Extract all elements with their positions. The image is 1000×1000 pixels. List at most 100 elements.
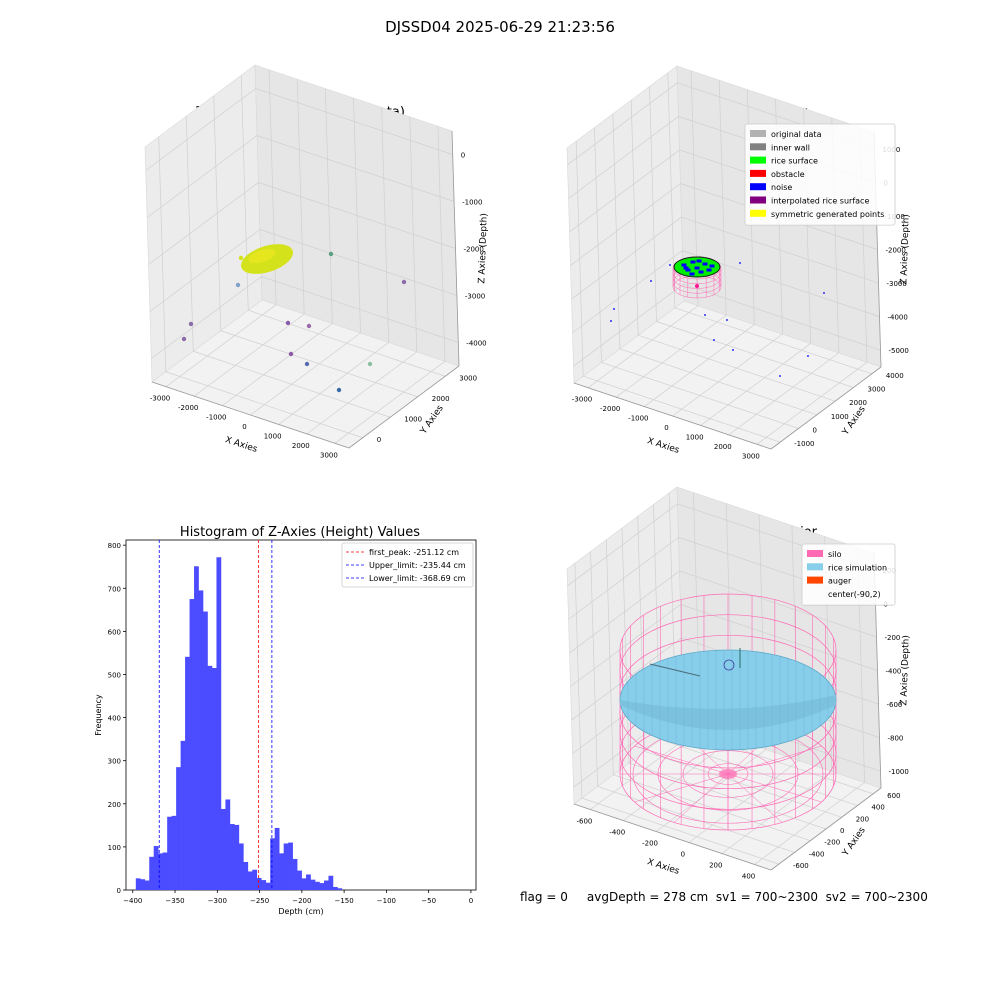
panel1-x-tick-label: -3000 [150, 395, 170, 403]
panel3-bar [140, 879, 146, 890]
panel4-x-tick-label: -400 [609, 829, 625, 837]
panel4-x-tick-label: 0 [681, 851, 685, 859]
panel2-noise-point [694, 266, 700, 270]
panel2-noise-point [706, 268, 712, 272]
panel2-y-tick-label: 3000 [868, 386, 886, 394]
panel4-legend-swatch [807, 563, 823, 571]
panel2-noise-point [689, 272, 695, 276]
panel2-grid-x [644, 324, 755, 407]
panel1-grid-x [250, 332, 361, 416]
panel4-legend-swatch [807, 576, 823, 584]
panel3-bar [256, 877, 262, 890]
panel3-bar [211, 668, 217, 890]
panel1-x-axis-line [151, 381, 350, 449]
panel3-bar [194, 566, 199, 890]
panel3-legend-label: Lower_limit: -368.69 cm [369, 574, 466, 583]
panel4-floor-spoke [634, 773, 729, 803]
panel4-y-tick-label: 0 [840, 827, 844, 835]
panel2-y-tick-label: 2000 [849, 399, 867, 407]
panel3-title: Histogram of Z-Axies (Height) Values [180, 525, 420, 540]
panel2-noise-point [685, 268, 691, 272]
panel3-y-tick-label: 600 [108, 628, 121, 636]
panel3-bar [337, 888, 343, 890]
panel3-bar [171, 815, 177, 890]
panel1-grid-z [151, 276, 262, 359]
panel3-bar [149, 856, 155, 890]
panel2-grid-y [674, 307, 872, 375]
panel1-z-tick-label: -4000 [466, 340, 486, 348]
panel4-z-tick-label: -400 [886, 668, 902, 676]
panel4-legend-label: silo [828, 550, 842, 559]
panel2-x-tick-label: 2000 [714, 443, 732, 451]
panel4-grid-z [567, 503, 678, 587]
panel3-bar [301, 878, 307, 890]
panel1-point [367, 361, 373, 367]
panel4-legend-swatch [807, 550, 823, 557]
panel3-bar [135, 878, 141, 890]
panel3-y-axis-label: Frequency [94, 694, 103, 736]
panel2-noise-point [823, 292, 825, 294]
panel1-point-cluster-core [248, 248, 276, 264]
panel2-noise-point [779, 375, 781, 377]
panel2-x-tick-label: -2000 [600, 405, 620, 413]
panel2-x-tick-label: 3000 [742, 452, 760, 460]
panel2-noise-point [726, 319, 728, 321]
panel2-grid-z [683, 283, 881, 351]
panel2-legend-swatch [750, 209, 766, 217]
panel3-bar [261, 880, 267, 890]
panel2-noise-point [669, 264, 671, 266]
panel3-y-tick-label: 200 [108, 801, 121, 809]
panel4-center-mark [719, 769, 737, 779]
panel4-legend-label: auger [828, 577, 852, 586]
panel4-x-tick-label: 400 [742, 873, 755, 881]
panel2-grid-z [572, 250, 683, 333]
panel2-y-axis-label: Y Axies [840, 404, 868, 437]
panel3-y-tick-label: 400 [108, 715, 121, 723]
panel3-y-tick-label: 500 [108, 671, 121, 679]
panel3-x-tick-label: 0 [469, 897, 473, 905]
panel2-noise-point [696, 259, 702, 263]
panel2-grid-z [570, 183, 681, 266]
panel1-point [285, 320, 291, 326]
panel1-point [304, 361, 310, 367]
panel4-legend [801, 543, 896, 606]
panel1-grid-z [146, 135, 258, 218]
panel3-bar [265, 882, 271, 890]
panel3-bar [207, 665, 213, 890]
panel2-legend-swatch [750, 169, 766, 177]
panel4-y-tick-label: 400 [871, 804, 884, 812]
panel1-point [401, 279, 407, 285]
panel4-floor-spoke [727, 773, 783, 823]
panel1-grid-y [165, 371, 363, 439]
panel4-x-axis-label: X Axies [646, 857, 681, 877]
panel3-bar [247, 871, 253, 890]
panel3-bar [176, 767, 181, 890]
panel2-grid-z [569, 149, 680, 233]
panel1-grid-x [306, 351, 417, 435]
panel2-grid-z [571, 216, 682, 300]
panel2-noise-point [739, 262, 741, 264]
panel2-x-axis-line [573, 382, 772, 450]
panel4-x-tick-label: -200 [642, 840, 658, 848]
panel4-center-marker [723, 659, 735, 671]
panel3-bar [279, 853, 284, 890]
panel1-point [238, 255, 244, 261]
panel4-grid-z [679, 570, 877, 638]
panel2-noise-point [709, 264, 715, 268]
panel1-grid-z [255, 88, 453, 155]
panel4-z-axis-label: Z Axies (Depth) [899, 635, 911, 706]
panel3-x-tick-label: −300 [208, 897, 227, 905]
panel3-bar [315, 881, 320, 890]
panel4-grid-y [581, 797, 779, 865]
panel1-grid-z [149, 229, 261, 312]
panel1-point [306, 323, 312, 329]
panel4-grid-z [571, 637, 682, 721]
panel2-legend-swatch [750, 143, 766, 151]
panel3-x-tick-label: −400 [123, 897, 142, 905]
panel1-grid-z [259, 229, 458, 296]
panel3-bar [167, 816, 172, 890]
panel2-legend-swatch [750, 130, 766, 137]
panel4-floor-spoke [673, 773, 729, 823]
panel3-bar [216, 557, 222, 890]
